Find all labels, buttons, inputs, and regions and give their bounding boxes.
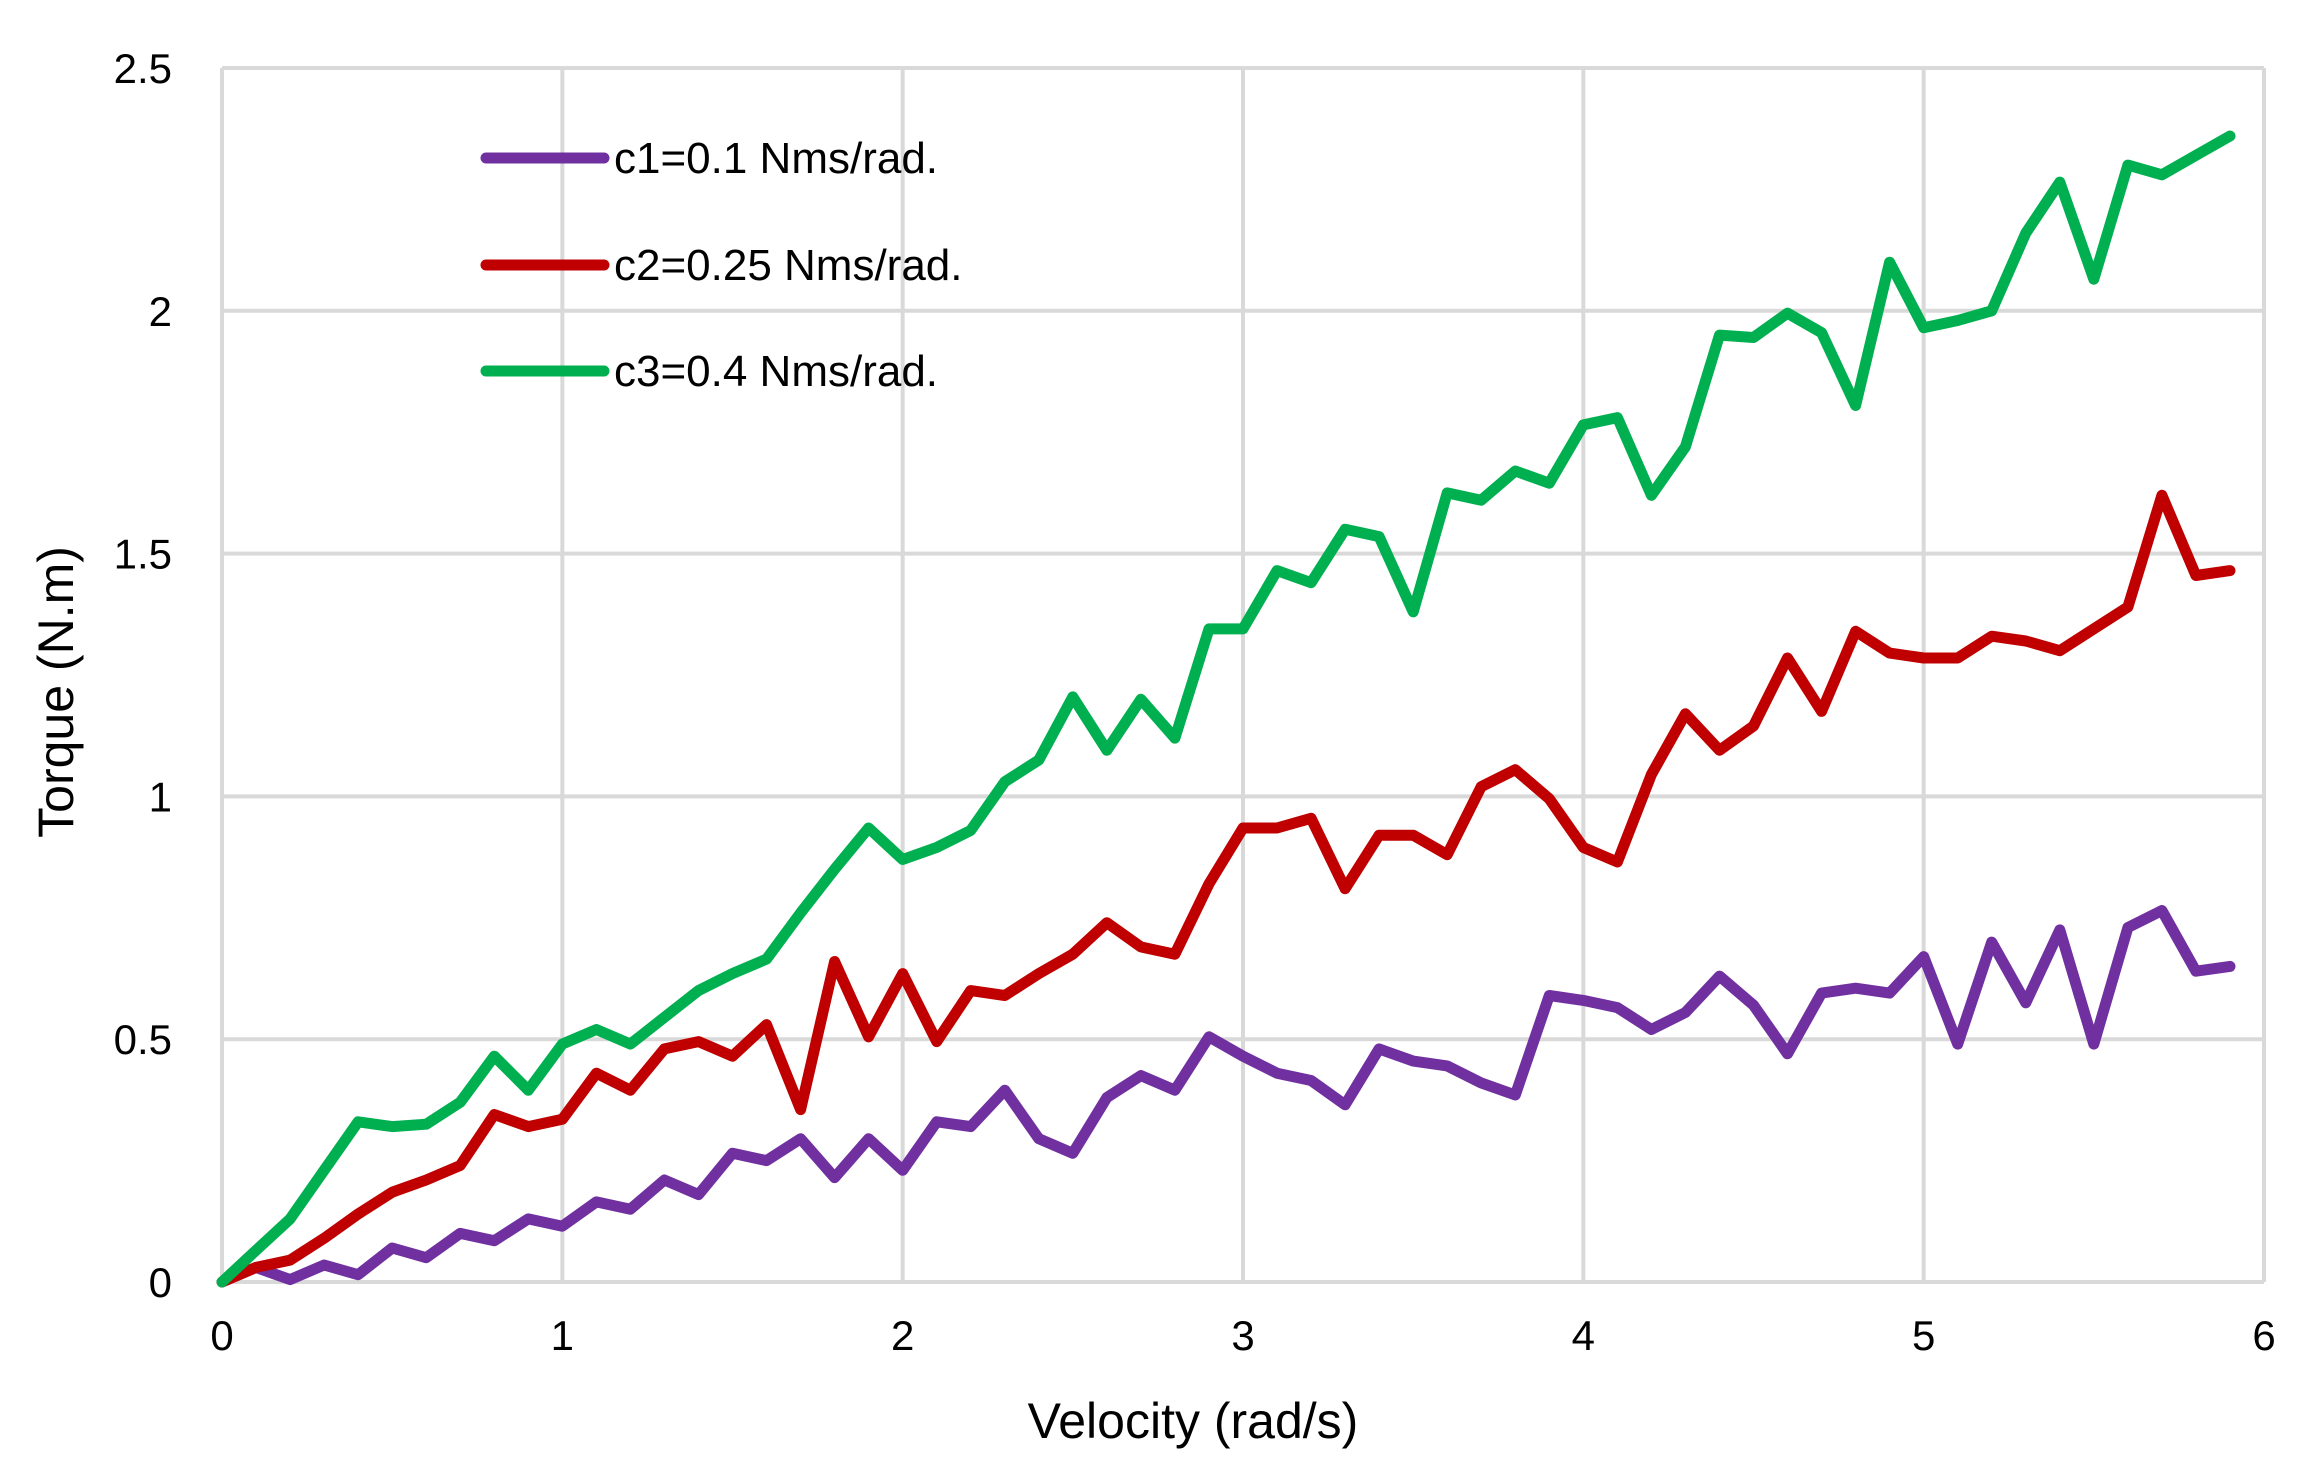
tick-labels: 0 1 2 3 4 5 6 0 0.5 1 1.5 2 2.5 bbox=[114, 45, 2276, 1359]
x-axis-title: Velocity (rad/s) bbox=[1028, 1393, 1359, 1449]
legend-label-c1: c1=0.1 Nms/rad. bbox=[614, 134, 938, 183]
legend-label-c2: c2=0.25 Nms/rad. bbox=[614, 241, 963, 290]
x-tick-label-0: 0 bbox=[210, 1312, 233, 1359]
x-tick-label-2: 2 bbox=[891, 1312, 914, 1359]
series-line-c1 bbox=[216, 905, 2236, 1288]
x-tick-label-3: 3 bbox=[1231, 1312, 1254, 1359]
grid-layer bbox=[220, 66, 2266, 1284]
series-line-c2 bbox=[216, 489, 2236, 1288]
y-tick-label-1: 0.5 bbox=[114, 1016, 172, 1063]
x-tick-label-4: 4 bbox=[1572, 1312, 1595, 1359]
legend-label-c3: c3=0.4 Nms/rad. bbox=[614, 347, 938, 396]
y-axis-title: Torque (N.m) bbox=[28, 546, 84, 838]
legend: c1=0.1 Nms/rad. c2=0.25 Nms/rad. c3=0.4 Nm… bbox=[480, 134, 963, 396]
y-tick-label-0: 0 bbox=[149, 1259, 172, 1306]
y-tick-label-3: 1.5 bbox=[114, 531, 172, 578]
y-tick-label-5: 2.5 bbox=[114, 45, 172, 92]
series-layer bbox=[216, 130, 2236, 1288]
y-tick-label-4: 2 bbox=[149, 288, 172, 335]
series-line-c3 bbox=[216, 130, 2236, 1288]
y-tick-label-2: 1 bbox=[149, 773, 172, 820]
x-tick-label-1: 1 bbox=[551, 1312, 574, 1359]
x-tick-label-5: 5 bbox=[1912, 1312, 1935, 1359]
x-tick-label-6: 6 bbox=[2252, 1312, 2275, 1359]
